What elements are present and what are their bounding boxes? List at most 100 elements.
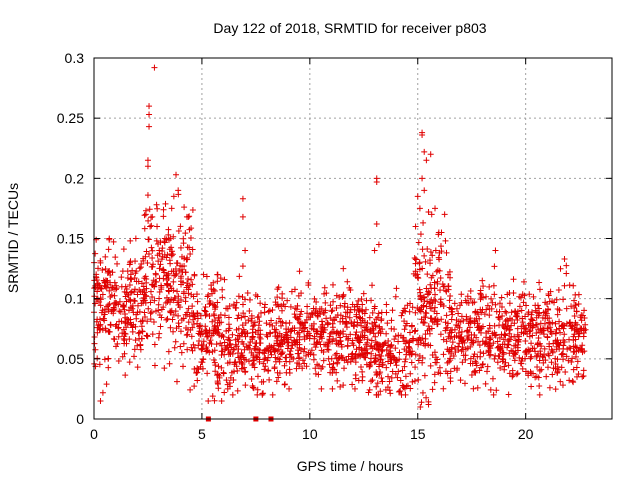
data-point xyxy=(350,342,357,349)
data-point xyxy=(561,282,568,289)
data-point xyxy=(164,315,171,322)
data-point xyxy=(165,226,172,233)
data-point xyxy=(225,336,232,343)
data-point xyxy=(431,371,438,378)
data-point xyxy=(575,300,582,307)
data-point xyxy=(178,297,185,304)
data-point xyxy=(579,342,586,349)
data-point xyxy=(405,343,412,350)
data-point xyxy=(401,358,408,365)
data-point xyxy=(193,369,200,376)
data-point xyxy=(279,307,286,314)
data-point xyxy=(188,333,195,340)
data-point xyxy=(533,329,540,336)
data-point xyxy=(538,366,545,373)
data-point xyxy=(492,331,499,338)
data-point xyxy=(214,322,221,329)
data-point xyxy=(256,340,263,346)
data-point xyxy=(333,337,340,344)
data-point xyxy=(471,351,478,358)
data-point xyxy=(500,336,507,343)
data-point xyxy=(153,201,160,208)
data-point xyxy=(458,334,465,341)
data-point xyxy=(175,187,182,194)
data-point xyxy=(513,312,520,319)
data-point xyxy=(496,343,503,350)
data-point xyxy=(415,239,422,246)
data-point xyxy=(402,373,409,380)
data-point xyxy=(326,361,333,368)
data-point xyxy=(476,342,483,349)
data-point xyxy=(225,321,232,328)
data-point xyxy=(506,370,513,377)
data-point xyxy=(485,341,492,348)
data-point xyxy=(546,315,553,322)
data-point xyxy=(493,387,500,394)
data-point xyxy=(489,299,496,306)
data-point xyxy=(241,346,248,353)
data-point xyxy=(286,370,293,377)
data-point xyxy=(443,325,450,332)
data-point xyxy=(140,283,147,290)
data-point xyxy=(425,401,432,408)
data-point xyxy=(298,308,305,315)
data-point xyxy=(180,288,187,295)
data-point xyxy=(369,309,376,316)
data-point xyxy=(131,286,138,293)
data-point xyxy=(157,323,164,330)
data-point xyxy=(209,348,216,355)
data-point xyxy=(568,325,575,332)
data-point xyxy=(99,307,106,314)
data-point xyxy=(438,243,445,250)
data-point xyxy=(396,349,403,356)
y-tick-label: 0.25 xyxy=(57,110,84,126)
data-point xyxy=(569,378,576,385)
data-point xyxy=(366,386,373,393)
data-point xyxy=(113,343,120,350)
data-point xyxy=(421,319,428,326)
data-point xyxy=(269,391,276,398)
data-point xyxy=(526,320,533,327)
data-point xyxy=(392,333,399,340)
data-point xyxy=(323,290,330,297)
data-point xyxy=(143,279,150,286)
data-point xyxy=(442,319,449,326)
data-point xyxy=(437,274,444,281)
data-point xyxy=(557,265,564,272)
data-point xyxy=(459,344,466,351)
data-point xyxy=(169,316,176,323)
data-point xyxy=(226,379,233,386)
data-point xyxy=(301,328,308,335)
data-point xyxy=(125,317,132,324)
data-point xyxy=(516,354,523,361)
data-point xyxy=(328,308,335,315)
data-point xyxy=(180,340,187,347)
y-tick-label: 0.2 xyxy=(65,170,85,186)
data-point xyxy=(458,313,465,320)
data-point xyxy=(344,309,351,316)
data-point xyxy=(171,294,178,301)
data-point xyxy=(511,357,518,364)
data-point xyxy=(342,313,349,320)
data-point xyxy=(158,314,165,321)
data-point xyxy=(376,325,383,332)
data-point xyxy=(198,328,205,335)
data-point xyxy=(205,332,212,339)
data-point xyxy=(480,283,487,290)
data-point xyxy=(428,325,435,332)
data-point xyxy=(385,373,392,380)
data-point xyxy=(142,314,149,321)
data-point xyxy=(557,329,564,336)
data-point xyxy=(218,319,225,326)
data-point xyxy=(282,354,289,361)
data-point xyxy=(144,318,151,325)
data-point xyxy=(506,350,513,357)
data-point xyxy=(570,282,577,289)
data-point xyxy=(212,368,219,375)
data-point xyxy=(247,338,254,345)
data-point xyxy=(223,305,230,312)
data-point xyxy=(349,381,356,388)
data-point xyxy=(286,351,293,358)
data-point xyxy=(554,363,561,370)
data-point xyxy=(574,358,581,365)
